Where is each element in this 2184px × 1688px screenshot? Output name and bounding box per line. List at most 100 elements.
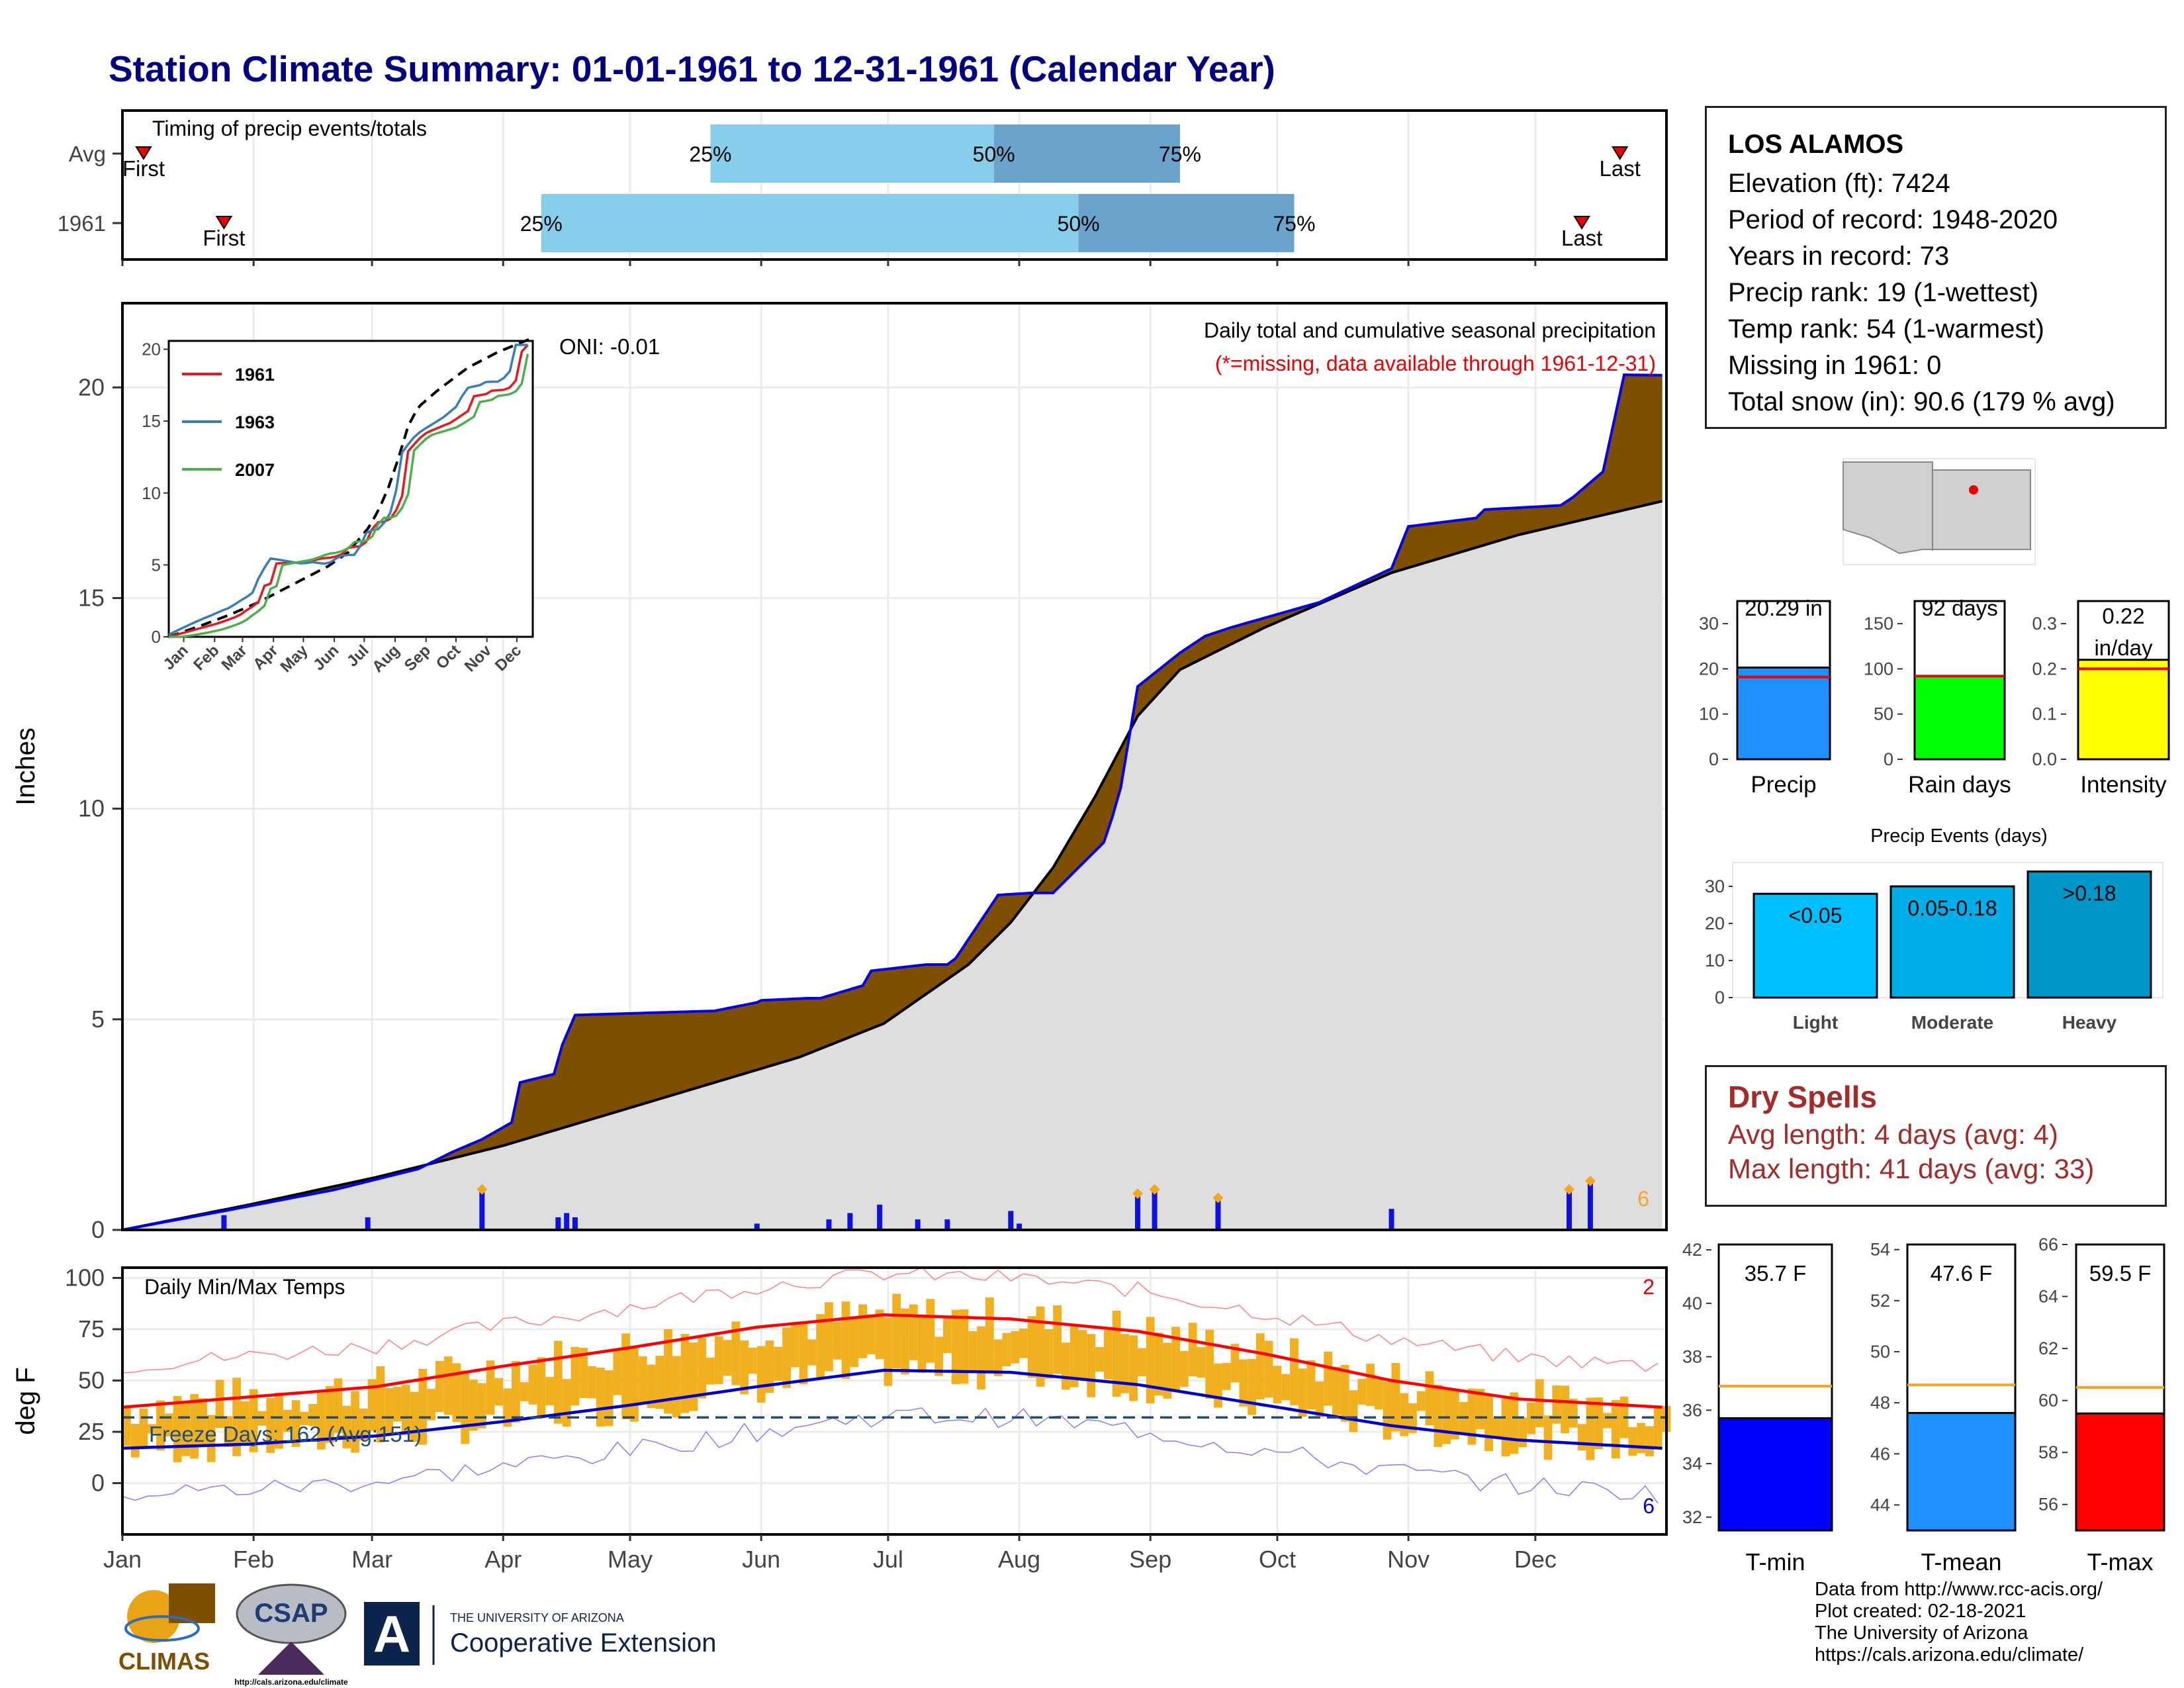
- precip-ytick-label: 20: [78, 373, 105, 400]
- temp-summary-ytick-label: 50: [1870, 1342, 1890, 1362]
- month-axis-label: May: [608, 1546, 653, 1573]
- daily-temp-bar: [1069, 1325, 1079, 1387]
- summary-ytick-label: 10: [1699, 704, 1719, 724]
- timing-label-50: 50%: [973, 142, 1015, 166]
- summary-ytick-label: 30: [1699, 614, 1719, 633]
- temp-ytick-label: 25: [78, 1418, 105, 1445]
- precip-panel-border: [121, 302, 1668, 1231]
- daily-temp-bar: [1179, 1350, 1189, 1387]
- month-axis-label: Dec: [1514, 1546, 1557, 1573]
- timing-last-label: Last: [1561, 226, 1602, 250]
- inset-ytick-label: 20: [142, 340, 161, 359]
- daily-temp-bar: [748, 1347, 757, 1374]
- summary-ytick-label: 0: [1709, 749, 1719, 769]
- daily-temp-bar: [1340, 1364, 1349, 1422]
- daily-precip-bar: [555, 1217, 561, 1230]
- daily-temp-bar: [638, 1356, 647, 1405]
- month-axis-label: Nov: [1387, 1546, 1430, 1573]
- daily-temp-bar: [1154, 1333, 1163, 1396]
- observed-cumulative-line: [122, 373, 1662, 1231]
- temp-summary-ytick-label: 42: [1682, 1240, 1702, 1260]
- daily-temp-bar: [604, 1370, 614, 1427]
- daily-temp-bar: [1053, 1305, 1062, 1374]
- last-event-marker: [1573, 216, 1590, 230]
- daily-temp-bar: [385, 1387, 394, 1435]
- daily-temp-bar: [892, 1293, 901, 1369]
- daily-temp-bar: [613, 1348, 622, 1395]
- daily-temp-bar: [579, 1348, 588, 1398]
- daily-precip-bar: [1135, 1196, 1141, 1230]
- csap-logo-url: http://cals.arizona.edu/climate: [234, 1677, 348, 1687]
- daily-temp-bar: [698, 1337, 707, 1399]
- daily-temp-bar: [1120, 1334, 1130, 1393]
- first-event-marker: [135, 146, 152, 160]
- daily-temp-bar: [1197, 1347, 1206, 1378]
- temp-heading: Daily Min/Max Temps: [144, 1275, 345, 1299]
- daily-temp-bar: [1467, 1388, 1477, 1445]
- station-name: LOS ALAMOS: [1728, 130, 1904, 159]
- daily-temp-bar: [1484, 1394, 1493, 1452]
- daily-temp-bar: [477, 1383, 486, 1429]
- event-category-label: Moderate: [1911, 1012, 1993, 1033]
- daily-temp-bar: [1374, 1379, 1383, 1410]
- temp-summary-ytick-label: 52: [1870, 1291, 1890, 1311]
- event-bar-label: <0.05: [1789, 904, 1843, 927]
- daily-temp-bar: [1044, 1329, 1054, 1379]
- daily-temp-bar: [672, 1356, 681, 1418]
- dry-spells-title: Dry Spells: [1728, 1080, 1877, 1114]
- month-axis-label: Jun: [742, 1546, 780, 1573]
- daily-temp-bar: [1645, 1426, 1654, 1456]
- temp-summary-value: 47.6 F: [1931, 1261, 1993, 1286]
- daily-temp-bar: [774, 1346, 783, 1381]
- daily-temp-bar: [1036, 1306, 1045, 1387]
- event-bar-label: 0.05-0.18: [1907, 896, 1997, 920]
- summary-ytick-label: 0.2: [2032, 659, 2057, 679]
- daily-temp-bar: [1569, 1398, 1578, 1428]
- average-cumulative-line: [122, 500, 1663, 1231]
- summary-ytick-label: 100: [1864, 659, 1893, 679]
- daily-temp-bar: [393, 1386, 402, 1422]
- daily-temp-bar: [655, 1356, 664, 1409]
- heavy-event-marker: [1584, 1176, 1596, 1186]
- timing-label-25: 25%: [520, 212, 563, 236]
- timing-bar-25-50: [710, 124, 994, 183]
- daily-temp-bar: [1095, 1346, 1104, 1372]
- daily-temp-bar: [875, 1309, 884, 1360]
- daily-temp-bar: [130, 1423, 140, 1458]
- daily-temp-bar: [215, 1380, 224, 1429]
- daily-temp-bar: [199, 1398, 207, 1446]
- daily-precip-bar: [479, 1192, 485, 1230]
- daily-temp-bar: [901, 1308, 909, 1375]
- daily-temp-bar: [926, 1299, 935, 1363]
- daily-temp-bar: [782, 1327, 791, 1388]
- daily-temp-bar: [461, 1370, 470, 1444]
- summary-bar-label: Rain days: [1908, 772, 2011, 798]
- last-event-marker: [1611, 146, 1629, 160]
- daily-temp-bar: [917, 1315, 927, 1373]
- temp-summary-value: 35.7 F: [1745, 1261, 1807, 1286]
- temp-summary-bar: [2075, 1412, 2165, 1532]
- event-category-label: Light: [1793, 1012, 1838, 1033]
- credit-line-url: https://cals.arizona.edu/climate/: [1815, 1644, 2084, 1665]
- temp-summary-label: T-mean: [1921, 1548, 2001, 1575]
- daily-temp-bar: [545, 1377, 554, 1405]
- summary-value-label: 92 days: [1921, 596, 1998, 620]
- daily-temp-bar: [190, 1393, 199, 1459]
- temp-summary-bar: [1906, 1412, 2017, 1532]
- daily-temp-bar: [1146, 1317, 1155, 1404]
- daily-temp-bar: [1400, 1393, 1409, 1436]
- daily-temp-bar: [714, 1336, 723, 1384]
- precip-ytick-label: 5: [91, 1006, 105, 1033]
- daily-temp-bar: [621, 1333, 631, 1420]
- timing-bar-50-75: [1078, 194, 1295, 252]
- daily-temp-bar: [1416, 1391, 1426, 1411]
- month-axis-label: Jul: [873, 1546, 903, 1573]
- state-map-region: [1843, 461, 2031, 555]
- inset-series-line: [168, 344, 528, 636]
- temp-ytick-label: 100: [65, 1264, 105, 1291]
- events-ytick-label: 0: [1715, 988, 1725, 1008]
- summary-value-label: 20.29 in: [1745, 596, 1822, 620]
- daily-temp-bar: [1103, 1330, 1113, 1380]
- daily-precip-bar: [1215, 1200, 1221, 1230]
- ua-logo-letter: A: [373, 1605, 410, 1663]
